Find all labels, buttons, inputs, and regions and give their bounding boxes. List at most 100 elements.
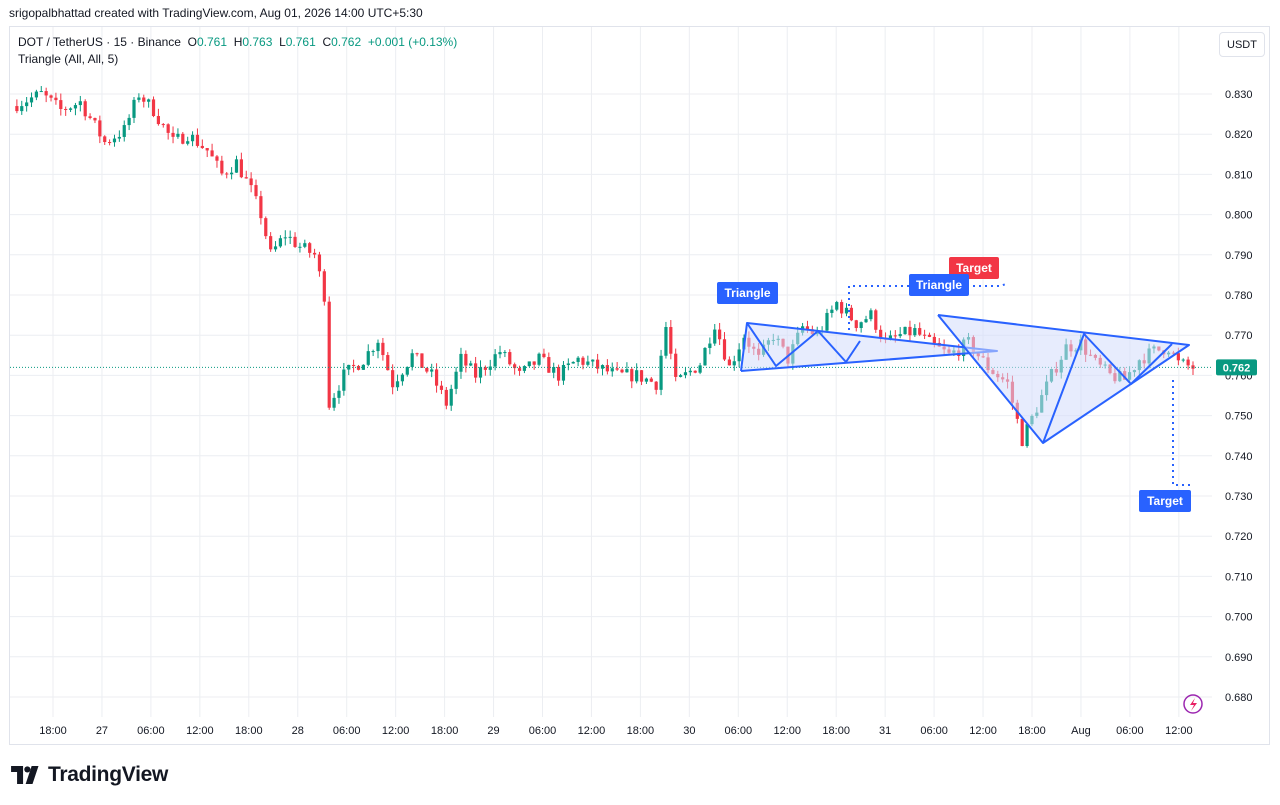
candle-body: [474, 363, 478, 378]
candle: [176, 128, 180, 139]
candle-body: [186, 141, 190, 144]
candle-body: [859, 322, 863, 328]
indicator-title[interactable]: Triangle (All, All, 5): [18, 52, 119, 66]
candle-body: [649, 378, 653, 382]
candle: [493, 349, 497, 371]
candle: [220, 155, 224, 176]
candle: [1025, 423, 1029, 448]
candle-body: [254, 185, 258, 197]
candle-body: [869, 310, 873, 320]
candle-body: [727, 359, 731, 366]
candle: [1191, 361, 1195, 376]
candle-body: [849, 307, 853, 321]
candle-body: [356, 365, 361, 370]
candle-body: [317, 254, 322, 272]
candle-body: [1186, 359, 1190, 366]
time-tick-label: 18:00: [1018, 725, 1046, 737]
candle-body: [1025, 424, 1029, 447]
candle: [864, 315, 868, 323]
candle-body: [508, 352, 512, 365]
candle-body: [278, 238, 283, 247]
candle-body: [674, 353, 678, 377]
candle-body: [888, 335, 893, 340]
candle: [659, 349, 663, 396]
candle-body: [874, 310, 878, 330]
candle-body: [347, 364, 351, 370]
candle: [93, 117, 97, 124]
candle: [210, 143, 214, 157]
candle: [591, 359, 595, 367]
candle: [474, 356, 478, 383]
triangle-2-outline: [937, 314, 1190, 444]
candle: [332, 393, 336, 411]
candle-body: [683, 372, 688, 376]
candle-body: [181, 133, 185, 144]
chart-grid: [10, 27, 1212, 717]
price-tick-label: 0.800: [1225, 210, 1253, 222]
candle-body: [493, 354, 497, 367]
candle-body: [34, 91, 39, 98]
price-axis: 0.8300.8200.8100.8000.7900.7800.7700.760…: [1216, 89, 1257, 704]
candle-body: [1181, 359, 1185, 361]
candle: [420, 353, 424, 369]
candle-body: [488, 366, 492, 370]
candle-body: [20, 106, 24, 112]
candle-body: [464, 353, 468, 366]
candle-body: [29, 97, 34, 103]
candle: [596, 353, 600, 374]
high-value: 0.763: [242, 35, 273, 49]
candle: [25, 96, 29, 112]
candle-body: [542, 353, 546, 358]
candle: [566, 358, 570, 371]
candle-body: [825, 312, 829, 331]
candle-body: [49, 95, 53, 98]
candle-body: [195, 134, 200, 146]
candle-body: [913, 328, 917, 336]
candle-body: [93, 117, 97, 121]
candle-body: [503, 352, 507, 354]
target-2-label-bg: [1139, 490, 1191, 512]
candle-body: [644, 378, 649, 382]
price-tick-label: 0.810: [1225, 169, 1253, 181]
candle: [610, 362, 614, 377]
candle: [1186, 356, 1190, 370]
candle: [918, 322, 922, 337]
currency-button[interactable]: USDT: [1219, 32, 1265, 57]
candle: [73, 102, 78, 116]
candle: [547, 352, 551, 373]
time-tick-label: 29: [487, 725, 499, 737]
candle: [151, 96, 156, 118]
candle: [376, 339, 380, 359]
candle-body: [122, 125, 126, 137]
candle-body: [547, 357, 551, 373]
candle-body: [527, 361, 531, 367]
candle-body: [264, 218, 268, 237]
candle: [434, 363, 439, 393]
candle: [556, 364, 561, 386]
candle-body: [171, 132, 175, 137]
candle-body: [835, 302, 839, 310]
candle: [605, 359, 609, 375]
candle: [913, 324, 917, 337]
candle-body: [112, 138, 117, 143]
candle-body: [103, 136, 107, 143]
candle-body: [88, 116, 92, 118]
chart-frame[interactable]: [9, 26, 1270, 745]
candle: [649, 376, 653, 383]
candle: [322, 269, 326, 306]
candle-body: [293, 236, 297, 247]
tradingview-logo[interactable]: TradingView: [11, 763, 168, 787]
candle-body: [571, 361, 575, 364]
candle: [537, 352, 541, 367]
candle-body: [405, 366, 409, 375]
candle: [674, 348, 678, 382]
symbol-title[interactable]: DOT / TetherUS · 15 · Binance: [18, 35, 181, 49]
candle: [449, 384, 453, 411]
candle-body: [312, 252, 317, 255]
candle-body: [415, 353, 419, 355]
triangle-patterns: Triangle Target Triangle Target: [717, 257, 1203, 714]
candle: [44, 87, 48, 103]
candle: [108, 139, 112, 146]
candle: [342, 362, 346, 396]
